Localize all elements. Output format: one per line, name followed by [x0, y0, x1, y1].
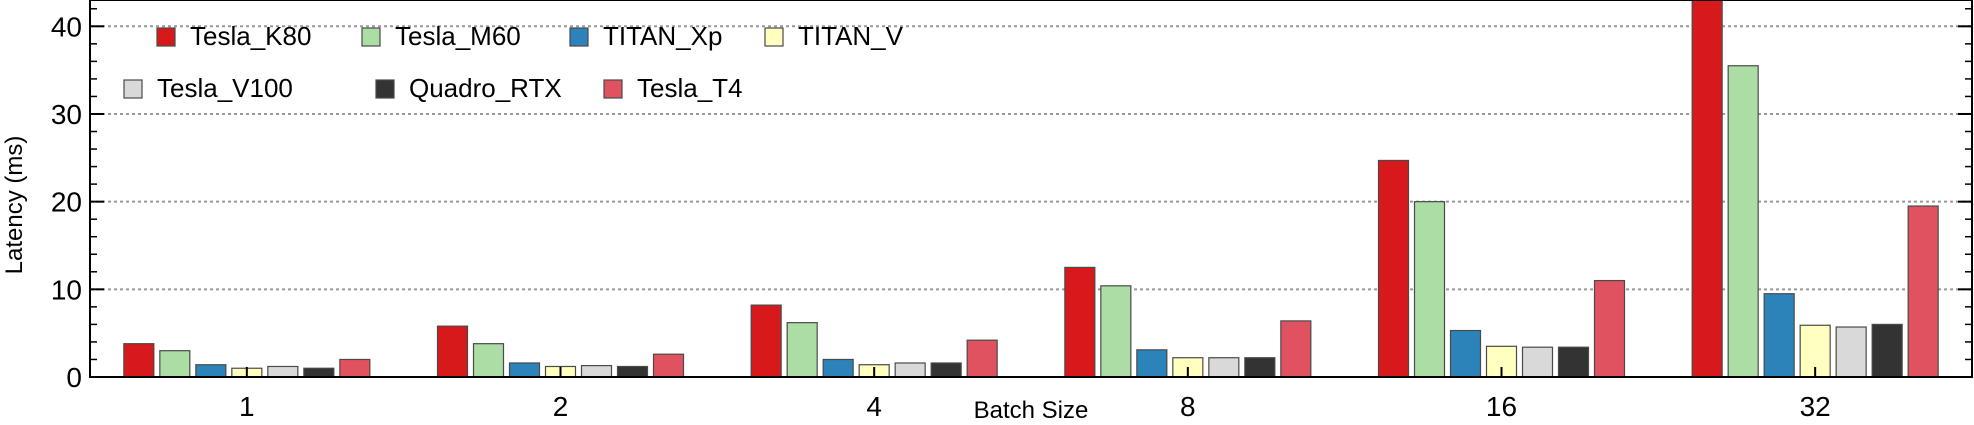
bar [339, 358, 371, 378]
bar [580, 365, 613, 378]
legend-swatch [603, 79, 623, 99]
y-tick-label: 40 [51, 11, 82, 42]
y-tick-label: 30 [51, 99, 82, 130]
legend-label: Tesla_V100 [157, 73, 293, 103]
bar [123, 343, 155, 378]
legend-label: Tesla_T4 [637, 73, 743, 103]
y-tick-label: 20 [51, 187, 82, 218]
bar [616, 365, 649, 378]
x-tick-label: 1 [239, 391, 255, 422]
grid-lines [90, 25, 1972, 291]
legend-swatch [569, 27, 589, 47]
bar [508, 362, 541, 378]
y-axis-title: Latency (ms) [1, 136, 28, 275]
legend: Tesla_K80 Tesla_M60 TITAN_Xp TITAN_V Tesla_V… [123, 21, 904, 103]
bar [750, 304, 782, 378]
bar [1727, 65, 1759, 378]
bar [1871, 323, 1903, 378]
legend-swatch [123, 79, 143, 99]
y-tick-label: 0 [66, 362, 82, 393]
bar [1691, 0, 1723, 378]
axis-ticks: 0 10 20 30 40 1 2 4 8 16 32 [51, 8, 1972, 422]
legend-swatch [375, 79, 395, 99]
bar [1136, 349, 1168, 378]
x-tick-label: 32 [1800, 391, 1831, 422]
bar [1208, 357, 1240, 378]
bar [1449, 329, 1482, 378]
bar [436, 325, 469, 378]
bar [267, 365, 299, 378]
legend-swatch [361, 27, 381, 47]
bar [472, 343, 505, 378]
x-axis-title: Batch Size [974, 397, 1089, 424]
bar [1835, 326, 1867, 378]
bar [930, 362, 962, 378]
legend-swatch [764, 27, 784, 47]
bar [1377, 159, 1410, 378]
legend-swatch [156, 27, 176, 47]
bar [1280, 320, 1312, 378]
bar [1064, 266, 1096, 378]
y-tick-label: 10 [51, 274, 82, 305]
x-tick-label: 2 [553, 391, 569, 422]
bar [195, 364, 227, 378]
bar [303, 367, 335, 378]
x-tick-label: 8 [1180, 391, 1196, 422]
bar [1244, 357, 1276, 378]
legend-label: TITAN_V [798, 21, 904, 51]
bar [822, 358, 854, 378]
legend-label: Quadro_RTX [409, 73, 562, 103]
bars [123, 0, 1939, 378]
x-tick-label: 4 [866, 391, 882, 422]
bar [1100, 285, 1132, 378]
bar [1521, 346, 1554, 378]
bar [1557, 346, 1590, 378]
bar [1907, 205, 1939, 378]
x-tick-label: 16 [1486, 391, 1517, 422]
bar [966, 339, 998, 378]
bar [652, 353, 685, 378]
bar [894, 362, 926, 378]
bar [159, 350, 191, 378]
legend-label: Tesla_K80 [190, 21, 311, 51]
bar [1413, 201, 1446, 378]
bar [786, 322, 818, 378]
bar [1763, 293, 1795, 378]
bar [1593, 279, 1626, 378]
legend-label: TITAN_Xp [603, 21, 722, 51]
legend-label: Tesla_M60 [395, 21, 521, 51]
plot-frame [89, 0, 1973, 378]
